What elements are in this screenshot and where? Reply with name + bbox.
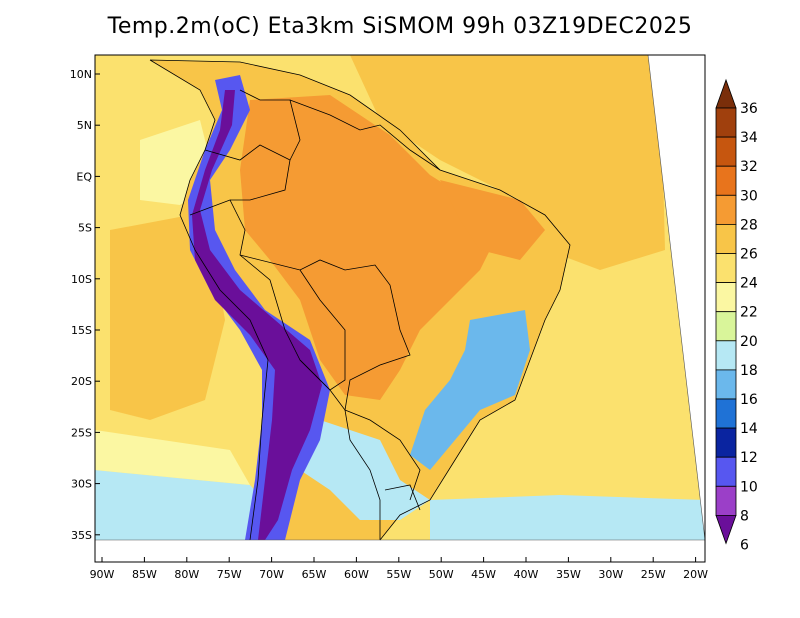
colorbar-swatch bbox=[715, 456, 737, 487]
colorbar-label: 30 bbox=[740, 188, 758, 204]
colorbar-top-arrow bbox=[715, 78, 737, 109]
lon-tick-label: 45W bbox=[471, 568, 496, 581]
colorbar-label: 8 bbox=[740, 508, 749, 524]
country-borders bbox=[149, 59, 571, 541]
temperature-field bbox=[95, 55, 705, 540]
colorbar-label: 18 bbox=[740, 363, 758, 379]
atlantic-warm-band bbox=[350, 55, 665, 270]
lon-tick-label: 65W bbox=[302, 568, 327, 581]
lon-tick-label: 80W bbox=[174, 568, 199, 581]
colorbar-swatch bbox=[715, 311, 737, 342]
longitude-axis: 90W 85W 80W 75W 70W 65W 60W 55W 50W 45W 40W 35W 30W 2… bbox=[90, 557, 708, 581]
lon-tick-label: 50W bbox=[429, 568, 454, 581]
lon-tick-label: 90W bbox=[90, 568, 115, 581]
lon-tick-label: 30W bbox=[598, 568, 623, 581]
colorbar-label: 22 bbox=[740, 305, 758, 321]
colorbar-label: 32 bbox=[740, 159, 758, 175]
colorbar-swatch bbox=[715, 165, 737, 196]
colorbar-label: 26 bbox=[740, 247, 758, 263]
pacific-warm-pool bbox=[110, 215, 225, 420]
colorbar-swatch bbox=[715, 340, 737, 371]
south-cool-region bbox=[300, 420, 430, 520]
colorbar-label: 36 bbox=[740, 101, 758, 117]
lat-tick-label: 10N bbox=[70, 68, 92, 81]
lat-tick-label: EQ bbox=[76, 170, 92, 183]
colorbar-swatch bbox=[715, 398, 737, 429]
lon-tick-label: 55W bbox=[386, 568, 411, 581]
colorbar-swatch bbox=[715, 194, 737, 225]
colorbar-swatch bbox=[715, 369, 737, 400]
map-title: Temp.2m(oC) Eta3km SiSMOM 99h 03Z19DEC20… bbox=[107, 14, 693, 39]
southern-mid-ocean bbox=[95, 430, 250, 485]
colorbar-label: 10 bbox=[740, 479, 758, 495]
colorbar-swatch bbox=[715, 223, 737, 254]
continent-hot-interior bbox=[240, 95, 500, 400]
colorbar-label: 14 bbox=[740, 421, 758, 437]
colorbar-swatch bbox=[715, 282, 737, 313]
colorbar-label: 12 bbox=[740, 450, 758, 466]
brazil-border bbox=[239, 99, 441, 501]
lat-tick-label: 15S bbox=[71, 324, 92, 337]
coastline bbox=[149, 59, 571, 541]
colorbar-label: 16 bbox=[740, 392, 758, 408]
colorbar-label: 20 bbox=[740, 334, 758, 350]
latitude-axis: 10N 5N EQ 5S 10S 15S 20S 25S 30S 35S bbox=[70, 68, 100, 542]
southeast-cool-highlands bbox=[410, 310, 530, 470]
colorbar: 36 34 32 30 28 26 24 22 20 18 16 14 12 10 8 6 bbox=[715, 78, 758, 554]
colorbar-label: 24 bbox=[740, 276, 758, 292]
colorbar-swatch bbox=[715, 427, 737, 458]
lat-tick-label: 20S bbox=[71, 375, 92, 388]
lon-tick-label: 20W bbox=[683, 568, 708, 581]
colorbar-swatch bbox=[715, 136, 737, 167]
argentina-border bbox=[299, 359, 381, 540]
lon-tick-label: 70W bbox=[259, 568, 284, 581]
lon-tick-label: 35W bbox=[556, 568, 581, 581]
lon-tick-label: 25W bbox=[641, 568, 666, 581]
peru-border bbox=[189, 199, 286, 331]
colorbar-bottom-arrow bbox=[715, 515, 737, 545]
southern-cool-ocean-atlantic bbox=[430, 495, 705, 540]
colorbar-swatch bbox=[715, 107, 737, 138]
colorbar-swatch bbox=[715, 253, 737, 284]
plot-frame bbox=[94, 54, 706, 563]
lat-tick-label: 5N bbox=[77, 119, 92, 132]
andes-cold-core bbox=[192, 90, 322, 540]
lon-tick-label: 85W bbox=[132, 568, 157, 581]
lon-tick-label: 75W bbox=[217, 568, 242, 581]
uruguay-border bbox=[384, 484, 421, 511]
lon-tick-label: 40W bbox=[514, 568, 539, 581]
lat-tick-label: 35S bbox=[71, 529, 92, 542]
colorbar-swatch bbox=[715, 485, 737, 516]
lat-tick-label: 10S bbox=[71, 273, 92, 286]
venezuela-border bbox=[239, 89, 301, 161]
colorbar-label: 28 bbox=[740, 217, 758, 233]
colorbar-label: 34 bbox=[740, 130, 758, 146]
lat-tick-label: 5S bbox=[78, 222, 92, 235]
colorbar-label: 6 bbox=[740, 538, 749, 554]
lat-tick-label: 30S bbox=[71, 478, 92, 491]
lat-tick-label: 25S bbox=[71, 426, 92, 439]
lon-tick-label: 60W bbox=[344, 568, 369, 581]
